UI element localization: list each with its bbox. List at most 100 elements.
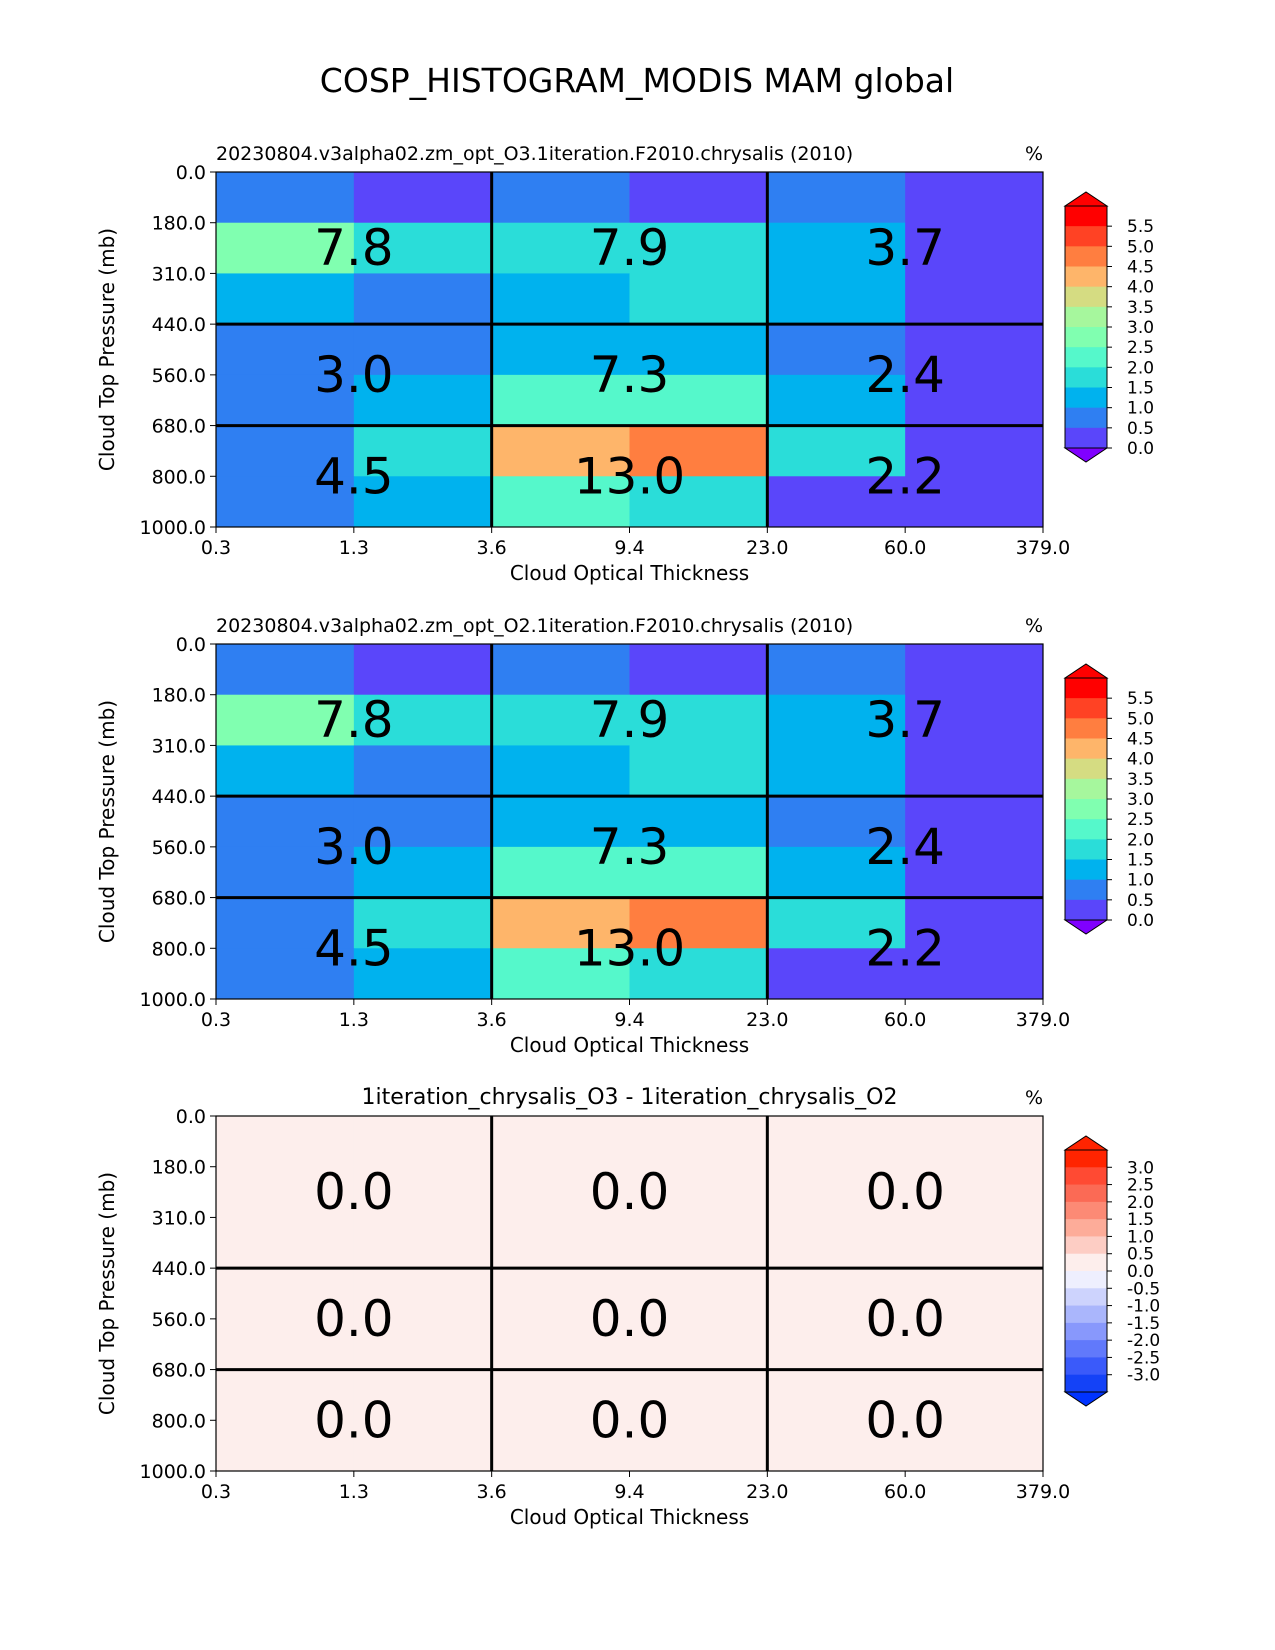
box-value-label: 0.0 — [865, 1290, 945, 1348]
colorbar-tick-label: -1.0 — [1127, 1297, 1160, 1317]
x-tick-label: 0.3 — [201, 1481, 231, 1503]
heatmap-cell — [216, 425, 355, 477]
colorbar-segment — [1065, 778, 1107, 800]
colorbar-tick-label: 3.5 — [1127, 298, 1154, 318]
colorbar-extend-min — [1063, 919, 1109, 935]
heatmap-cell — [491, 1116, 630, 1168]
heatmap-cell — [353, 425, 493, 477]
y-tick-label: 560.0 — [152, 837, 206, 859]
x-tick-label: 0.3 — [201, 537, 231, 559]
heatmap-cell — [353, 222, 493, 274]
heatmap-cell — [491, 846, 630, 899]
y-tick-label: 180.0 — [152, 685, 206, 707]
x-tick-label: 3.6 — [477, 1009, 507, 1031]
colorbar-segment — [1065, 738, 1107, 760]
colorbar-tick-label: 2.5 — [1127, 338, 1154, 358]
colorbar-segment — [1065, 1167, 1107, 1186]
colorbar-segment — [1065, 859, 1107, 881]
heatmap-cell — [216, 948, 355, 1000]
heatmap-cell — [905, 1217, 1044, 1269]
panel-title: 20230804.v3alpha02.zm_opt_O2.1iteration.… — [216, 615, 853, 637]
heatmap-cell — [353, 1166, 493, 1218]
heatmap-cell — [491, 948, 630, 1000]
y-tick-label: 680.0 — [152, 416, 206, 438]
heatmap-cell — [629, 846, 768, 899]
heatmap-cell — [905, 694, 1044, 746]
colorbar-tick-label: 2.5 — [1127, 1176, 1154, 1196]
heatmap-cell — [905, 476, 1044, 528]
heatmap-cell — [353, 476, 493, 528]
colorbar-tick-label: -1.5 — [1127, 1314, 1160, 1334]
heatmap-cell — [491, 324, 630, 376]
colorbar-segment — [1065, 1340, 1107, 1358]
colorbar-segment — [1065, 758, 1107, 780]
x-tick-label: 1.3 — [339, 1009, 369, 1031]
heatmap-cell — [905, 425, 1044, 477]
box-value-label: 7.9 — [590, 691, 670, 749]
units-label: % — [1025, 615, 1043, 637]
y-tick-label: 680.0 — [152, 1360, 206, 1382]
heatmap-cell — [491, 897, 630, 949]
colorbar-tick-label: 1.5 — [1127, 851, 1154, 871]
box-value-label: 3.0 — [314, 346, 394, 404]
y-tick-label: 310.0 — [152, 1207, 206, 1229]
heatmap-cell — [491, 1369, 630, 1421]
heatmap-cell — [629, 324, 768, 376]
box-value-label: 7.8 — [314, 691, 394, 749]
colorbar-extend-max — [1063, 191, 1109, 207]
colorbar-tick-label: 4.0 — [1127, 750, 1154, 770]
colorbar-segment — [1065, 718, 1107, 739]
y-axis-label: Cloud Top Pressure (mb) — [95, 228, 119, 471]
colorbar-segment — [1065, 698, 1107, 719]
x-tick-label: 379.0 — [1016, 537, 1070, 559]
box-value-label: 7.9 — [590, 219, 670, 277]
heatmap-cell — [767, 1369, 906, 1421]
heatmap-cell — [491, 745, 630, 797]
heatmap-cell — [905, 897, 1044, 949]
heatmap-cell — [216, 796, 355, 848]
colorbar-segment — [1065, 1288, 1107, 1307]
heatmap-cell — [353, 324, 493, 376]
y-tick-label: 440.0 — [152, 1258, 206, 1280]
box-value-label: 0.0 — [865, 1391, 945, 1449]
y-tick-label: 440.0 — [152, 786, 206, 808]
y-tick-label: 800.0 — [152, 1410, 206, 1432]
heatmap-cell — [216, 476, 355, 528]
heatmap-cell — [216, 1116, 355, 1168]
heatmap-cell — [216, 273, 355, 325]
colorbar-tick-label: 0.5 — [1127, 1245, 1154, 1265]
heatmap-cell — [629, 948, 768, 1000]
colorbar: 3.02.52.01.51.00.50.0-0.5-1.0-1.5-2.0-2.… — [1063, 1135, 1160, 1407]
heatmap-cell — [216, 846, 355, 899]
box-value-label: 2.2 — [865, 919, 945, 977]
colorbar-tick-label: 5.0 — [1127, 709, 1154, 729]
colorbar: 5.55.04.54.03.53.02.52.01.51.00.50.0 — [1063, 191, 1154, 463]
colorbar-extend-max — [1063, 1135, 1109, 1151]
heatmap-cell — [767, 273, 906, 325]
box-value-label: 13.0 — [574, 919, 685, 977]
box-value-label: 0.0 — [590, 1290, 670, 1348]
colorbar-segment — [1065, 1184, 1107, 1203]
heatmap-cell — [905, 1116, 1044, 1168]
colorbar-segment — [1065, 1219, 1107, 1237]
heatmap-cell — [491, 222, 630, 274]
heatmap-cell — [905, 172, 1044, 224]
colorbar-tick-label: -3.0 — [1127, 1366, 1160, 1386]
x-axis-label: Cloud Optical Thickness — [510, 1505, 749, 1529]
panel-3: 0.0 0.0 0.0 0.0 0.0 0.0 0.0 0.0 0.0 0.3 1.3 3.6 9.4 2… — [95, 1085, 1160, 1529]
x-axis-label: Cloud Optical Thickness — [510, 561, 749, 585]
heatmap-cell — [216, 1420, 355, 1472]
colorbar-segment — [1065, 367, 1107, 388]
heatmap-cell — [353, 273, 493, 325]
heatmap-cell — [905, 222, 1044, 274]
heatmap-cell — [629, 694, 768, 746]
heatmap-cell — [216, 222, 355, 274]
colorbar-segment — [1065, 678, 1107, 699]
heatmap-cell — [629, 1268, 768, 1320]
colorbar-segment — [1065, 1305, 1107, 1324]
heatmap-cell — [905, 1420, 1044, 1472]
colorbar-extend-max — [1063, 663, 1109, 679]
heatmap-cell — [353, 644, 493, 696]
heatmap-cell — [767, 745, 906, 797]
